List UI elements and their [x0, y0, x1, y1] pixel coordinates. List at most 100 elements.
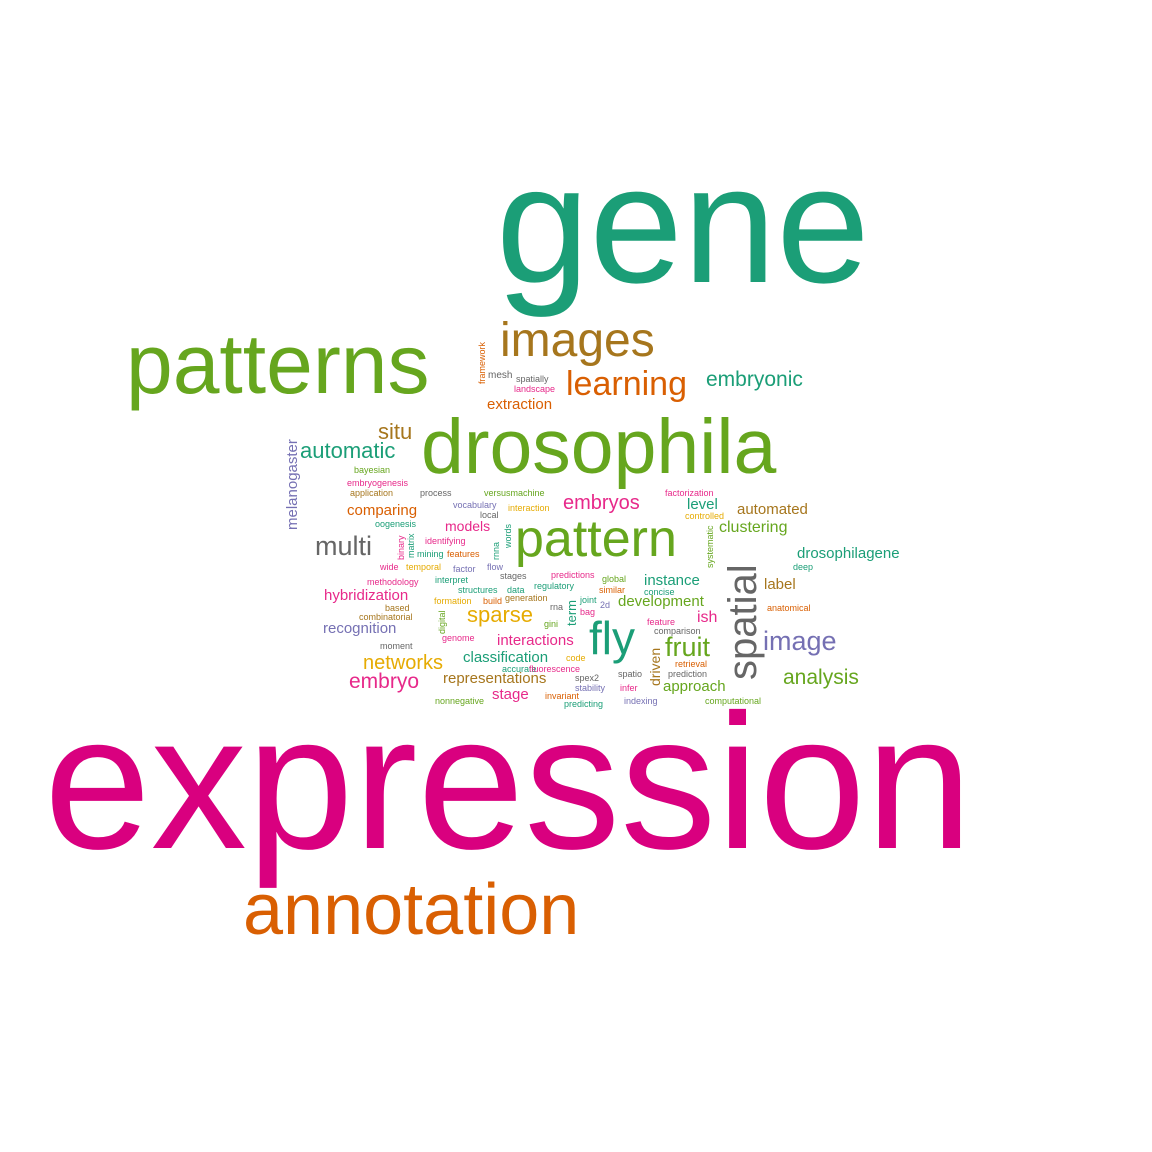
word-images: images — [500, 314, 655, 367]
word-analysis: analysis — [783, 666, 859, 689]
word-application: application — [350, 488, 394, 498]
word-gene: gene — [496, 130, 870, 318]
word-rna: rna — [550, 602, 564, 612]
word-combinatorial: combinatorial — [359, 612, 413, 622]
word-interactions: interactions — [497, 632, 574, 649]
word-annotation: annotation — [243, 870, 580, 950]
word-embryonic: embryonic — [706, 368, 803, 391]
word-based: based — [385, 603, 410, 613]
word-digital: digital — [437, 610, 447, 634]
word-2d: 2d — [600, 600, 611, 610]
word-predicting: predicting — [564, 699, 604, 709]
word-factorization: factorization — [665, 488, 714, 498]
word-patterns: patterns — [126, 317, 430, 411]
word-regulatory: regulatory — [534, 581, 575, 591]
word-code: code — [566, 653, 586, 663]
word-data: data — [507, 585, 525, 595]
word-interpret: interpret — [435, 575, 469, 585]
word-fluorescence: fluorescence — [529, 664, 581, 674]
word-local: local — [480, 510, 499, 520]
word-controlled: controlled — [685, 511, 725, 521]
word-fly: fly — [589, 612, 635, 664]
word-development: development — [618, 593, 704, 610]
word-networks: networks — [363, 652, 444, 674]
word-words: words — [503, 523, 513, 548]
word-predictions: predictions — [551, 570, 595, 580]
word-models: models — [445, 518, 491, 534]
word-recognition: recognition — [323, 620, 397, 637]
word-classification: classification — [463, 649, 549, 666]
word-expression: expression — [44, 674, 973, 889]
word-moment: moment — [380, 641, 413, 651]
word-embryogenesis: embryogenesis — [347, 478, 409, 488]
word-invariant: invariant — [545, 691, 580, 701]
word-nonnegative: nonnegative — [435, 696, 485, 706]
word-automated: automated — [737, 501, 808, 518]
word-temporal: temporal — [406, 562, 442, 572]
word-pattern: pattern — [515, 510, 677, 568]
word-approach: approach — [663, 678, 726, 695]
word-framework: framework — [477, 341, 487, 384]
word-gini: gini — [544, 619, 559, 629]
word-label: label — [764, 576, 796, 593]
word-flow: flow — [487, 562, 504, 572]
word-structures: structures — [458, 585, 498, 595]
word-sparse: sparse — [467, 602, 534, 627]
word-generation: generation — [505, 593, 548, 603]
word-mining: mining — [417, 549, 444, 559]
word-identifying: identifying — [425, 536, 466, 546]
word-bayesian: bayesian — [354, 465, 391, 475]
word-anatomical: anatomical — [767, 603, 811, 613]
word-deep: deep — [793, 562, 814, 572]
word-term: term — [564, 600, 579, 626]
word-oogenesis: oogenesis — [375, 519, 417, 529]
word-binary: binary — [396, 535, 406, 560]
word-landscape: landscape — [514, 384, 556, 394]
word-matrix: matrix — [406, 533, 416, 559]
word-vocabulary: vocabulary — [453, 500, 497, 510]
word-automatic: automatic — [300, 438, 396, 463]
word-fruit: fruit — [665, 632, 711, 662]
word-wide: wide — [380, 562, 399, 572]
word-rnna: rnna — [491, 541, 501, 560]
word-spatio: spatio — [618, 669, 643, 679]
word-multi: multi — [315, 531, 373, 561]
word-mesh: mesh — [488, 370, 513, 381]
word-ish: ish — [697, 609, 718, 626]
word-drosophila: drosophila — [421, 404, 777, 490]
word-feature: feature — [647, 617, 676, 627]
word-stability: stability — [575, 683, 606, 693]
word-representations: representations — [443, 670, 547, 687]
word-embryos: embryos — [563, 492, 640, 514]
word-genome: genome — [442, 633, 475, 643]
word-situ: situ — [378, 419, 413, 444]
word-image: image — [763, 626, 837, 656]
word-clustering: clustering — [719, 519, 788, 536]
word-prediction: prediction — [668, 669, 708, 679]
word-instance: instance — [644, 572, 700, 589]
word-learning: learning — [566, 365, 687, 403]
word-melanogaster: melanogaster — [284, 439, 301, 530]
word-joint: joint — [580, 595, 597, 605]
word-global: global — [602, 574, 627, 584]
word-indexing: indexing — [624, 696, 658, 706]
word-formation: formation — [434, 596, 472, 606]
word-similar: similar — [599, 585, 625, 595]
word-concise: concise — [644, 587, 675, 597]
word-versusmachine: versusmachine — [484, 488, 545, 498]
word-systematic: systematic — [705, 525, 715, 568]
word-infer: infer — [620, 683, 638, 693]
word-methodology: methodology — [367, 577, 419, 587]
word-computational: computational — [705, 696, 762, 706]
word-stage: stage — [492, 686, 529, 703]
word-hybridization: hybridization — [324, 587, 409, 604]
word-factor: factor — [453, 564, 476, 574]
word-extraction: extraction — [487, 396, 553, 413]
word-features: features — [447, 549, 480, 559]
word-comparing: comparing — [347, 502, 418, 519]
word-spatial: spatial — [721, 564, 765, 680]
word-spatially: spatially — [516, 374, 549, 384]
word-interaction: interaction — [508, 503, 550, 513]
word-build: build — [483, 596, 503, 606]
